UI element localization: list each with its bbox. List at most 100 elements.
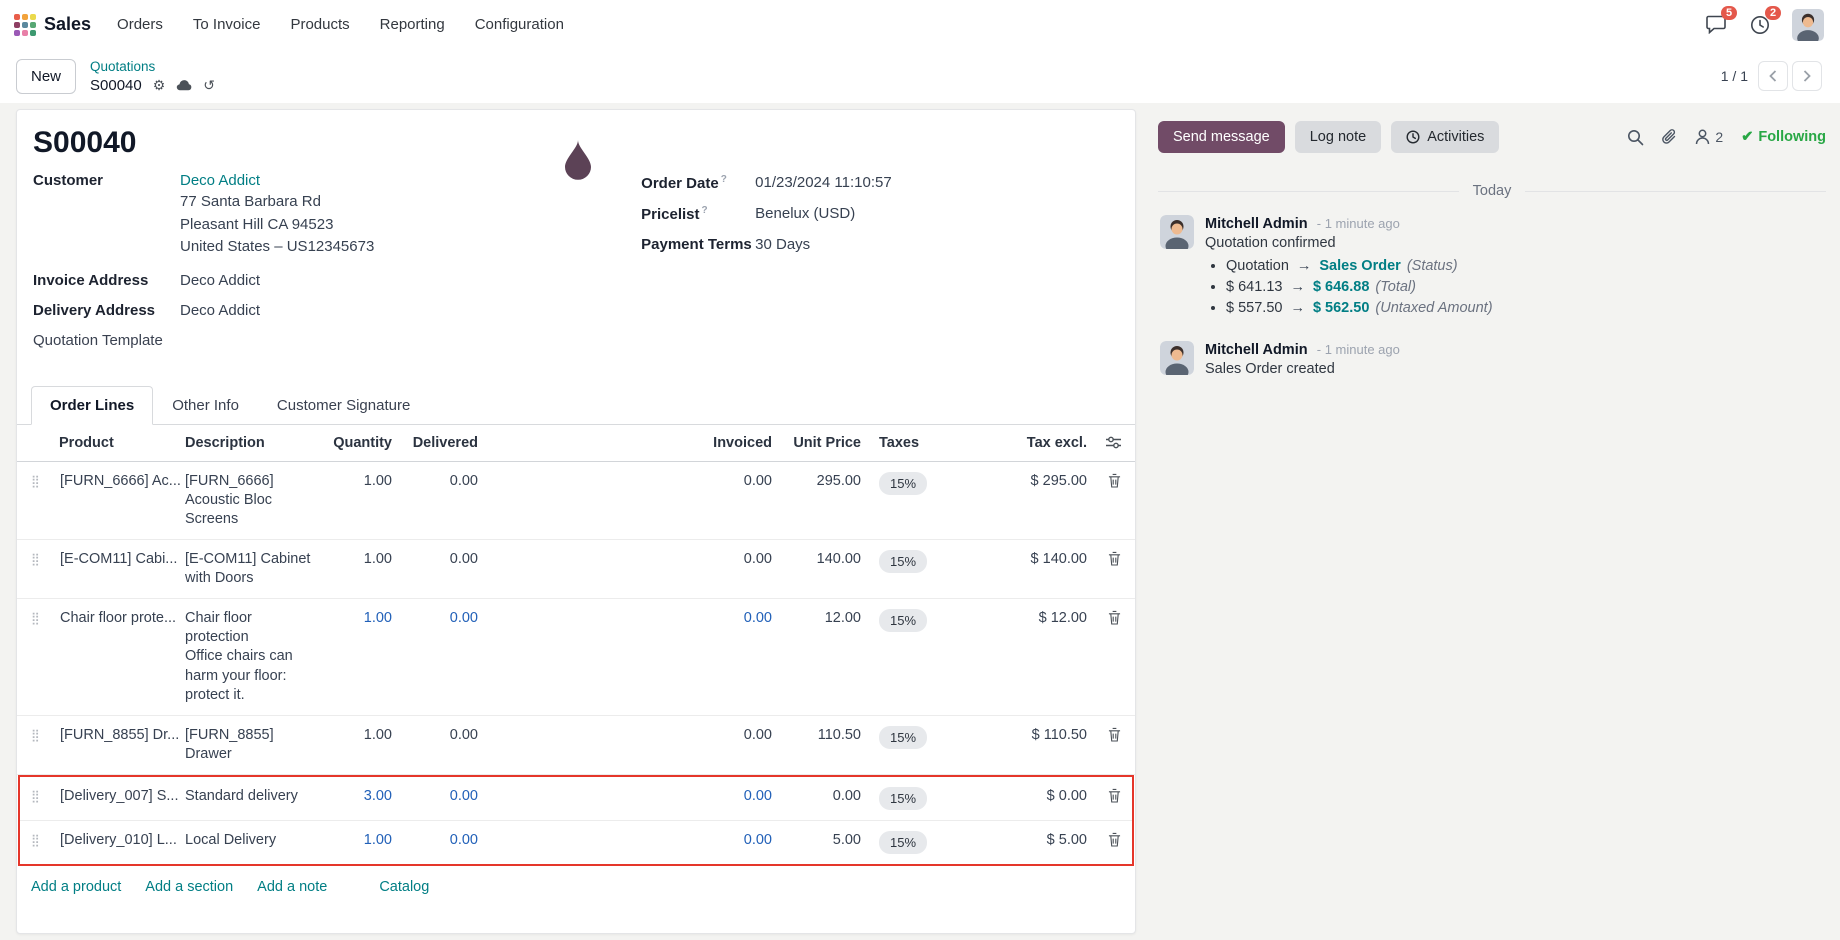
line-invoiced[interactable]: 0.00 bbox=[743, 832, 772, 849]
order-line-row[interactable]: ⣿ [Delivery_007] S... Standard delivery … bbox=[20, 777, 1132, 822]
delete-line-icon[interactable] bbox=[1087, 599, 1121, 635]
line-product[interactable]: Chair floor prote... bbox=[60, 610, 177, 627]
discard-undo-icon[interactable]: ↺ bbox=[203, 77, 216, 94]
line-description[interactable]: [FURN_8855] Drawer bbox=[185, 726, 274, 762]
activities-schedule-button[interactable]: Activities bbox=[1391, 121, 1500, 153]
delete-line-icon[interactable] bbox=[1087, 462, 1121, 498]
line-product[interactable]: [FURN_6666] Ac... bbox=[60, 472, 181, 489]
optional-columns-icon[interactable] bbox=[1087, 426, 1121, 459]
line-delivered[interactable]: 0.00 bbox=[449, 832, 478, 849]
activities-button[interactable]: 2 bbox=[1748, 5, 1781, 37]
tax-badge[interactable]: 15% bbox=[879, 787, 928, 811]
order-line-row[interactable]: ⣿ Chair floor prote... Chair floor prote… bbox=[17, 599, 1135, 716]
avatar[interactable] bbox=[1160, 215, 1194, 249]
line-unit-price[interactable]: 12.00 bbox=[824, 610, 861, 627]
nav-item-products[interactable]: Products bbox=[290, 16, 350, 33]
line-quantity[interactable]: 1.00 bbox=[363, 550, 392, 567]
header-description[interactable]: Description bbox=[185, 434, 265, 451]
tax-badge[interactable]: 15% bbox=[879, 831, 928, 855]
line-invoiced[interactable]: 0.00 bbox=[743, 788, 772, 804]
following-toggle[interactable]: ✔ Following bbox=[1741, 129, 1826, 145]
line-description[interactable]: [E-COM11] Cabinet with Doors bbox=[185, 550, 311, 586]
delete-line-icon[interactable] bbox=[1087, 821, 1121, 857]
order-line-row[interactable]: ⣿ [Delivery_010] L... Local Delivery 1.0… bbox=[20, 821, 1132, 864]
pager-previous-button[interactable] bbox=[1758, 61, 1788, 91]
pricelist-value[interactable]: Benelux (USD) bbox=[755, 205, 856, 222]
line-quantity[interactable]: 1.00 bbox=[363, 726, 392, 743]
line-invoiced[interactable]: 0.00 bbox=[743, 550, 772, 567]
nav-item-reporting[interactable]: Reporting bbox=[379, 16, 445, 33]
payment-terms-value[interactable]: 30 Days bbox=[755, 236, 811, 253]
line-delivered[interactable]: 0.00 bbox=[449, 610, 478, 627]
add-a-section-link[interactable]: Add a section bbox=[145, 879, 234, 896]
header-quantity[interactable]: Quantity bbox=[333, 434, 392, 451]
user-avatar[interactable] bbox=[1792, 8, 1824, 41]
line-description[interactable]: Chair floor protection Office chairs can… bbox=[185, 610, 293, 703]
line-unit-price[interactable]: 140.00 bbox=[816, 550, 861, 567]
line-product[interactable]: [Delivery_010] L... bbox=[60, 832, 177, 849]
drag-handle-icon[interactable]: ⣿ bbox=[31, 833, 40, 848]
order-line-row[interactable]: ⣿ [FURN_6666] Ac... [FURN_6666] Acoustic… bbox=[17, 462, 1135, 540]
delete-line-icon[interactable] bbox=[1087, 716, 1121, 752]
line-unit-price[interactable]: 0.00 bbox=[832, 788, 861, 804]
new-button[interactable]: New bbox=[16, 58, 77, 94]
add-a-product-link[interactable]: Add a product bbox=[31, 879, 122, 896]
cloud-save-icon[interactable] bbox=[176, 79, 192, 91]
tab-customer-signature[interactable]: Customer Signature bbox=[276, 396, 411, 414]
header-tax-excl[interactable]: Tax excl. bbox=[1026, 434, 1087, 451]
gear-icon[interactable]: ⚙ bbox=[152, 77, 166, 94]
catalog-link[interactable]: Catalog bbox=[379, 879, 430, 896]
line-quantity[interactable]: 1.00 bbox=[363, 610, 392, 627]
tax-badge[interactable]: 15% bbox=[879, 725, 928, 749]
delete-line-icon[interactable] bbox=[1087, 540, 1121, 576]
line-quantity[interactable]: 1.00 bbox=[363, 472, 392, 489]
apps-grid-icon[interactable] bbox=[14, 13, 36, 36]
send-message-button[interactable]: Send message bbox=[1158, 121, 1285, 153]
line-delivered[interactable]: 0.00 bbox=[449, 788, 478, 804]
line-delivered[interactable]: 0.00 bbox=[449, 472, 478, 489]
app-name[interactable]: Sales bbox=[44, 14, 92, 34]
nav-item-configuration[interactable]: Configuration bbox=[474, 16, 564, 33]
order-line-row[interactable]: ⣿ [E-COM11] Cabi... [E-COM11] Cabinet wi… bbox=[17, 540, 1135, 600]
line-quantity[interactable]: 3.00 bbox=[363, 788, 392, 804]
attachment-paperclip-icon[interactable] bbox=[1662, 128, 1677, 146]
line-unit-price[interactable]: 5.00 bbox=[832, 832, 861, 849]
drag-handle-icon[interactable]: ⣿ bbox=[31, 551, 40, 566]
line-quantity[interactable]: 1.00 bbox=[363, 832, 392, 849]
line-invoiced[interactable]: 0.00 bbox=[743, 610, 772, 627]
record-title[interactable]: S00040 bbox=[33, 126, 137, 159]
line-product[interactable]: [E-COM11] Cabi... bbox=[60, 550, 178, 567]
drag-handle-icon[interactable]: ⣿ bbox=[31, 727, 40, 742]
log-note-button[interactable]: Log note bbox=[1294, 121, 1382, 153]
breadcrumb-quotations[interactable]: Quotations bbox=[90, 59, 156, 75]
pager-next-button[interactable] bbox=[1792, 61, 1822, 91]
drag-handle-icon[interactable]: ⣿ bbox=[31, 611, 40, 626]
line-description[interactable]: Local Delivery bbox=[185, 832, 277, 849]
order-line-row[interactable]: ⣿ [FURN_8855] Dr... [FURN_8855] Drawer 1… bbox=[17, 716, 1135, 775]
search-messages-icon[interactable] bbox=[1627, 129, 1644, 146]
line-product[interactable]: [FURN_8855] Dr... bbox=[60, 726, 180, 743]
message-author[interactable]: Mitchell Admin bbox=[1205, 342, 1308, 358]
line-unit-price[interactable]: 110.50 bbox=[817, 726, 861, 743]
nav-item-orders[interactable]: Orders bbox=[117, 16, 163, 33]
tax-badge[interactable]: 15% bbox=[879, 549, 928, 574]
messages-button[interactable]: 5 bbox=[1704, 5, 1737, 37]
header-delivered[interactable]: Delivered bbox=[412, 434, 478, 451]
avatar[interactable] bbox=[1160, 341, 1194, 375]
customer-value-link[interactable]: Deco Addict bbox=[180, 172, 261, 189]
delivery-address-value[interactable]: Deco Addict bbox=[180, 301, 261, 319]
line-invoiced[interactable]: 0.00 bbox=[743, 726, 772, 743]
line-delivered[interactable]: 0.00 bbox=[449, 550, 478, 567]
message-author[interactable]: Mitchell Admin bbox=[1205, 216, 1308, 232]
tab-order-lines[interactable]: Order Lines bbox=[31, 385, 154, 425]
add-a-note-link[interactable]: Add a note bbox=[257, 879, 328, 896]
line-description[interactable]: [FURN_6666] Acoustic Bloc Screens bbox=[185, 472, 274, 527]
delete-line-icon[interactable] bbox=[1087, 777, 1121, 813]
invoice-address-value[interactable]: Deco Addict bbox=[180, 271, 261, 289]
header-invoiced[interactable]: Invoiced bbox=[713, 434, 772, 451]
tab-other-info[interactable]: Other Info bbox=[172, 396, 239, 414]
line-unit-price[interactable]: 295.00 bbox=[816, 472, 861, 489]
tax-badge[interactable]: 15% bbox=[879, 471, 928, 495]
header-taxes[interactable]: Taxes bbox=[879, 434, 920, 451]
nav-item-to-invoice[interactable]: To Invoice bbox=[192, 16, 261, 33]
